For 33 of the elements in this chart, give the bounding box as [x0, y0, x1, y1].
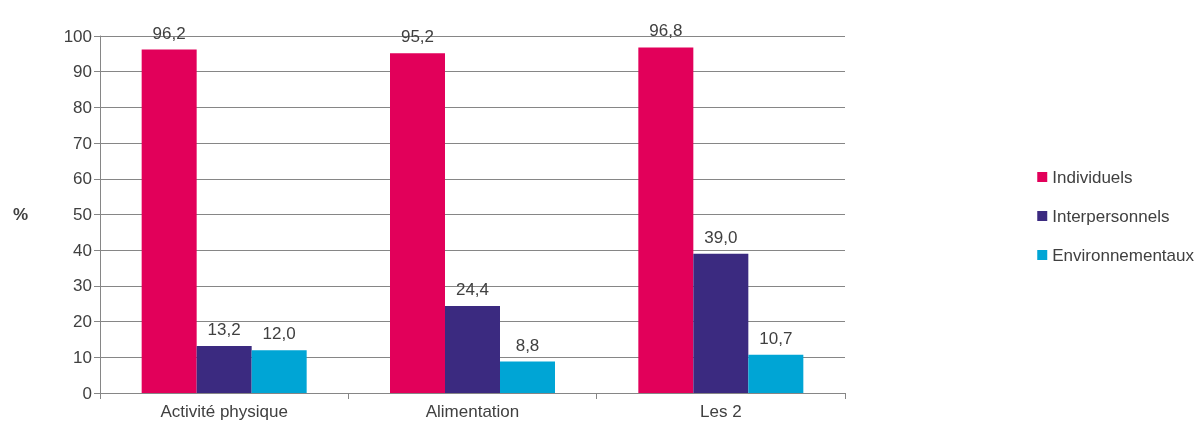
data-label: 96,8 [649, 21, 683, 41]
bar [693, 253, 749, 393]
data-label: 8,8 [515, 335, 540, 355]
bar [251, 350, 307, 393]
y-tick-label: 50 [73, 205, 92, 224]
bar [748, 354, 804, 393]
y-tick-label: 30 [73, 276, 92, 296]
y-axis-title: % [12, 205, 28, 224]
y-tick-label: 70 [73, 133, 92, 153]
y-tick-label: 80 [73, 97, 92, 117]
bar [638, 47, 694, 393]
bar [500, 361, 555, 393]
data-label: 10,7 [759, 328, 793, 348]
bar [445, 305, 500, 393]
data-label: 13,2 [207, 319, 241, 339]
x-tick-label: Alimentation [425, 402, 520, 421]
bar [141, 49, 197, 393]
y-tick-label: 40 [73, 240, 92, 260]
y-tick-label: 90 [73, 62, 92, 82]
data-label: 12,0 [262, 324, 296, 344]
y-tick-label: 10 [73, 347, 92, 367]
legend-label: Environnementaux [1052, 245, 1195, 265]
y-tick-label: 20 [73, 312, 92, 332]
legend-label: Interpersonnels [1052, 206, 1170, 226]
y-tick-label: 60 [73, 169, 92, 189]
bar [390, 53, 445, 393]
legend-label: Individuels [1052, 167, 1133, 187]
y-tick-label: 100 [63, 26, 92, 46]
y-tick-label: 0 [82, 383, 92, 403]
bar [196, 345, 252, 393]
data-label: 39,0 [704, 227, 738, 247]
x-tick-label: Les 2 [700, 402, 742, 421]
x-tick-label: Activité physique [160, 402, 288, 421]
